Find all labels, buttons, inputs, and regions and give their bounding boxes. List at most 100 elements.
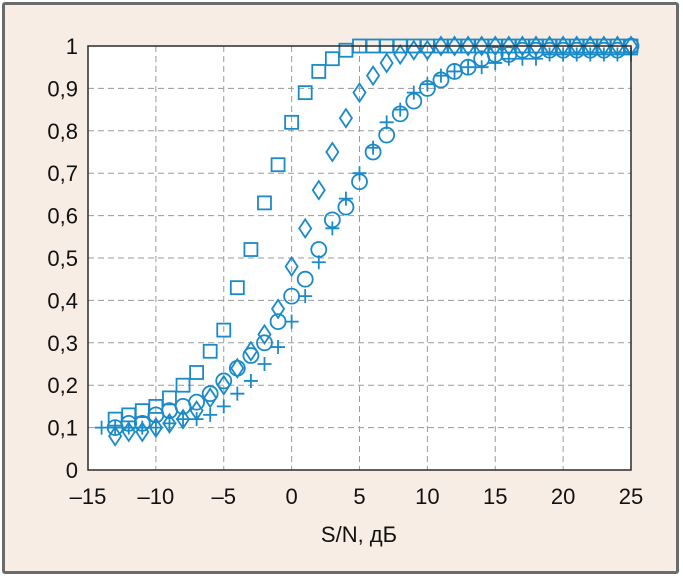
diamond-marker — [230, 357, 245, 379]
plus-marker — [379, 115, 394, 130]
diamond-marker — [270, 298, 286, 320]
diamond-marker — [406, 39, 421, 61]
diamond-marker — [284, 255, 299, 278]
plus-marker — [216, 399, 231, 414]
x-tick-label: –10 — [138, 484, 175, 509]
square-marker — [162, 390, 177, 406]
diamond-marker — [175, 408, 191, 430]
diamond-marker — [325, 141, 340, 163]
circle-marker — [228, 359, 246, 377]
plus-marker — [162, 416, 177, 431]
x-tick-label: 0 — [286, 484, 298, 509]
diamond-marker — [420, 39, 435, 61]
y-tick-label: 1 — [66, 34, 78, 59]
x-tick-label: 5 — [353, 484, 365, 509]
square-marker — [175, 377, 191, 393]
diamond-marker — [216, 374, 231, 396]
diamond-marker — [257, 323, 272, 345]
y-tick-label: 0,8 — [47, 119, 78, 144]
y-tick-label: 0,2 — [47, 373, 78, 398]
plus-marker — [528, 51, 543, 66]
square-marker — [243, 242, 259, 257]
data-markers — [94, 35, 640, 447]
y-tick-label: 0,9 — [47, 76, 78, 101]
plus-marker — [230, 386, 245, 401]
circle-marker — [201, 385, 219, 403]
plus-marker — [135, 420, 150, 435]
x-axis-label: S/N, дБ — [321, 522, 397, 547]
plus-marker — [461, 60, 476, 75]
diamond-marker — [311, 179, 326, 201]
diamond-marker — [203, 387, 218, 409]
plus-marker — [515, 51, 530, 66]
plus-marker — [94, 420, 109, 435]
diamond-marker — [148, 416, 163, 439]
plus-marker — [596, 47, 611, 62]
square-marker — [216, 322, 232, 338]
plus-marker — [338, 191, 353, 206]
plus-marker — [121, 420, 136, 435]
plus-marker — [243, 373, 258, 388]
x-tick-label: 20 — [551, 484, 575, 509]
plus-marker — [501, 51, 516, 66]
plus-marker — [420, 77, 435, 92]
grid — [88, 46, 631, 470]
plus-marker — [406, 85, 421, 100]
diamond-marker — [474, 35, 489, 57]
x-tick-label: 10 — [415, 484, 439, 509]
plus-marker — [298, 289, 313, 304]
plus-marker — [148, 420, 163, 435]
plus-marker — [488, 55, 503, 70]
plus-marker — [433, 68, 448, 83]
y-tick-label: 0,4 — [47, 288, 78, 313]
plus-marker — [257, 357, 272, 371]
diamond-marker — [488, 35, 503, 57]
plus-marker — [325, 221, 340, 236]
x-tick-label: 25 — [619, 484, 643, 509]
square-marker — [229, 280, 245, 296]
diamond-marker — [447, 35, 462, 57]
y-tick-label: 0,1 — [47, 416, 78, 441]
square-marker — [297, 85, 313, 101]
plus-marker — [108, 420, 123, 435]
plus-marker — [366, 140, 381, 155]
diamond-marker — [352, 82, 367, 104]
plus-marker — [393, 102, 408, 117]
diamond-marker — [338, 107, 354, 129]
y-tick-label: 0,3 — [47, 331, 78, 356]
y-tick-label: 0,7 — [47, 161, 78, 186]
x-tick-label: –5 — [212, 484, 236, 509]
circle-marker — [242, 347, 260, 364]
diamond-marker — [433, 35, 449, 57]
plus-marker — [311, 255, 326, 270]
y-tick-label: 0,6 — [47, 204, 78, 229]
square-marker — [270, 157, 286, 173]
plus-marker — [271, 340, 286, 355]
diamond-marker — [379, 52, 394, 74]
plus-marker — [583, 47, 598, 62]
diamond-marker — [162, 412, 177, 434]
circle-marker — [215, 372, 233, 390]
y-tick-label: 0 — [66, 458, 78, 483]
diamond-marker — [461, 35, 476, 57]
plus-marker — [474, 60, 489, 75]
square-marker — [257, 195, 272, 211]
plus-marker — [284, 314, 299, 329]
square-marker — [189, 365, 205, 380]
square-marker — [324, 51, 340, 67]
x-tick-label: 15 — [483, 484, 507, 509]
square-marker — [284, 114, 300, 130]
x-tick-label: –15 — [70, 484, 107, 509]
plus-marker — [352, 166, 367, 181]
plus-marker — [542, 47, 557, 62]
diamond-marker — [298, 217, 313, 239]
plus-marker — [556, 47, 571, 62]
diamond-marker — [393, 43, 408, 66]
y-tick-label: 0,5 — [47, 246, 78, 271]
square-marker — [311, 64, 327, 79]
plus-marker — [447, 64, 462, 79]
circle-marker — [256, 334, 273, 352]
plus-marker — [189, 412, 204, 427]
square-marker — [202, 343, 218, 359]
